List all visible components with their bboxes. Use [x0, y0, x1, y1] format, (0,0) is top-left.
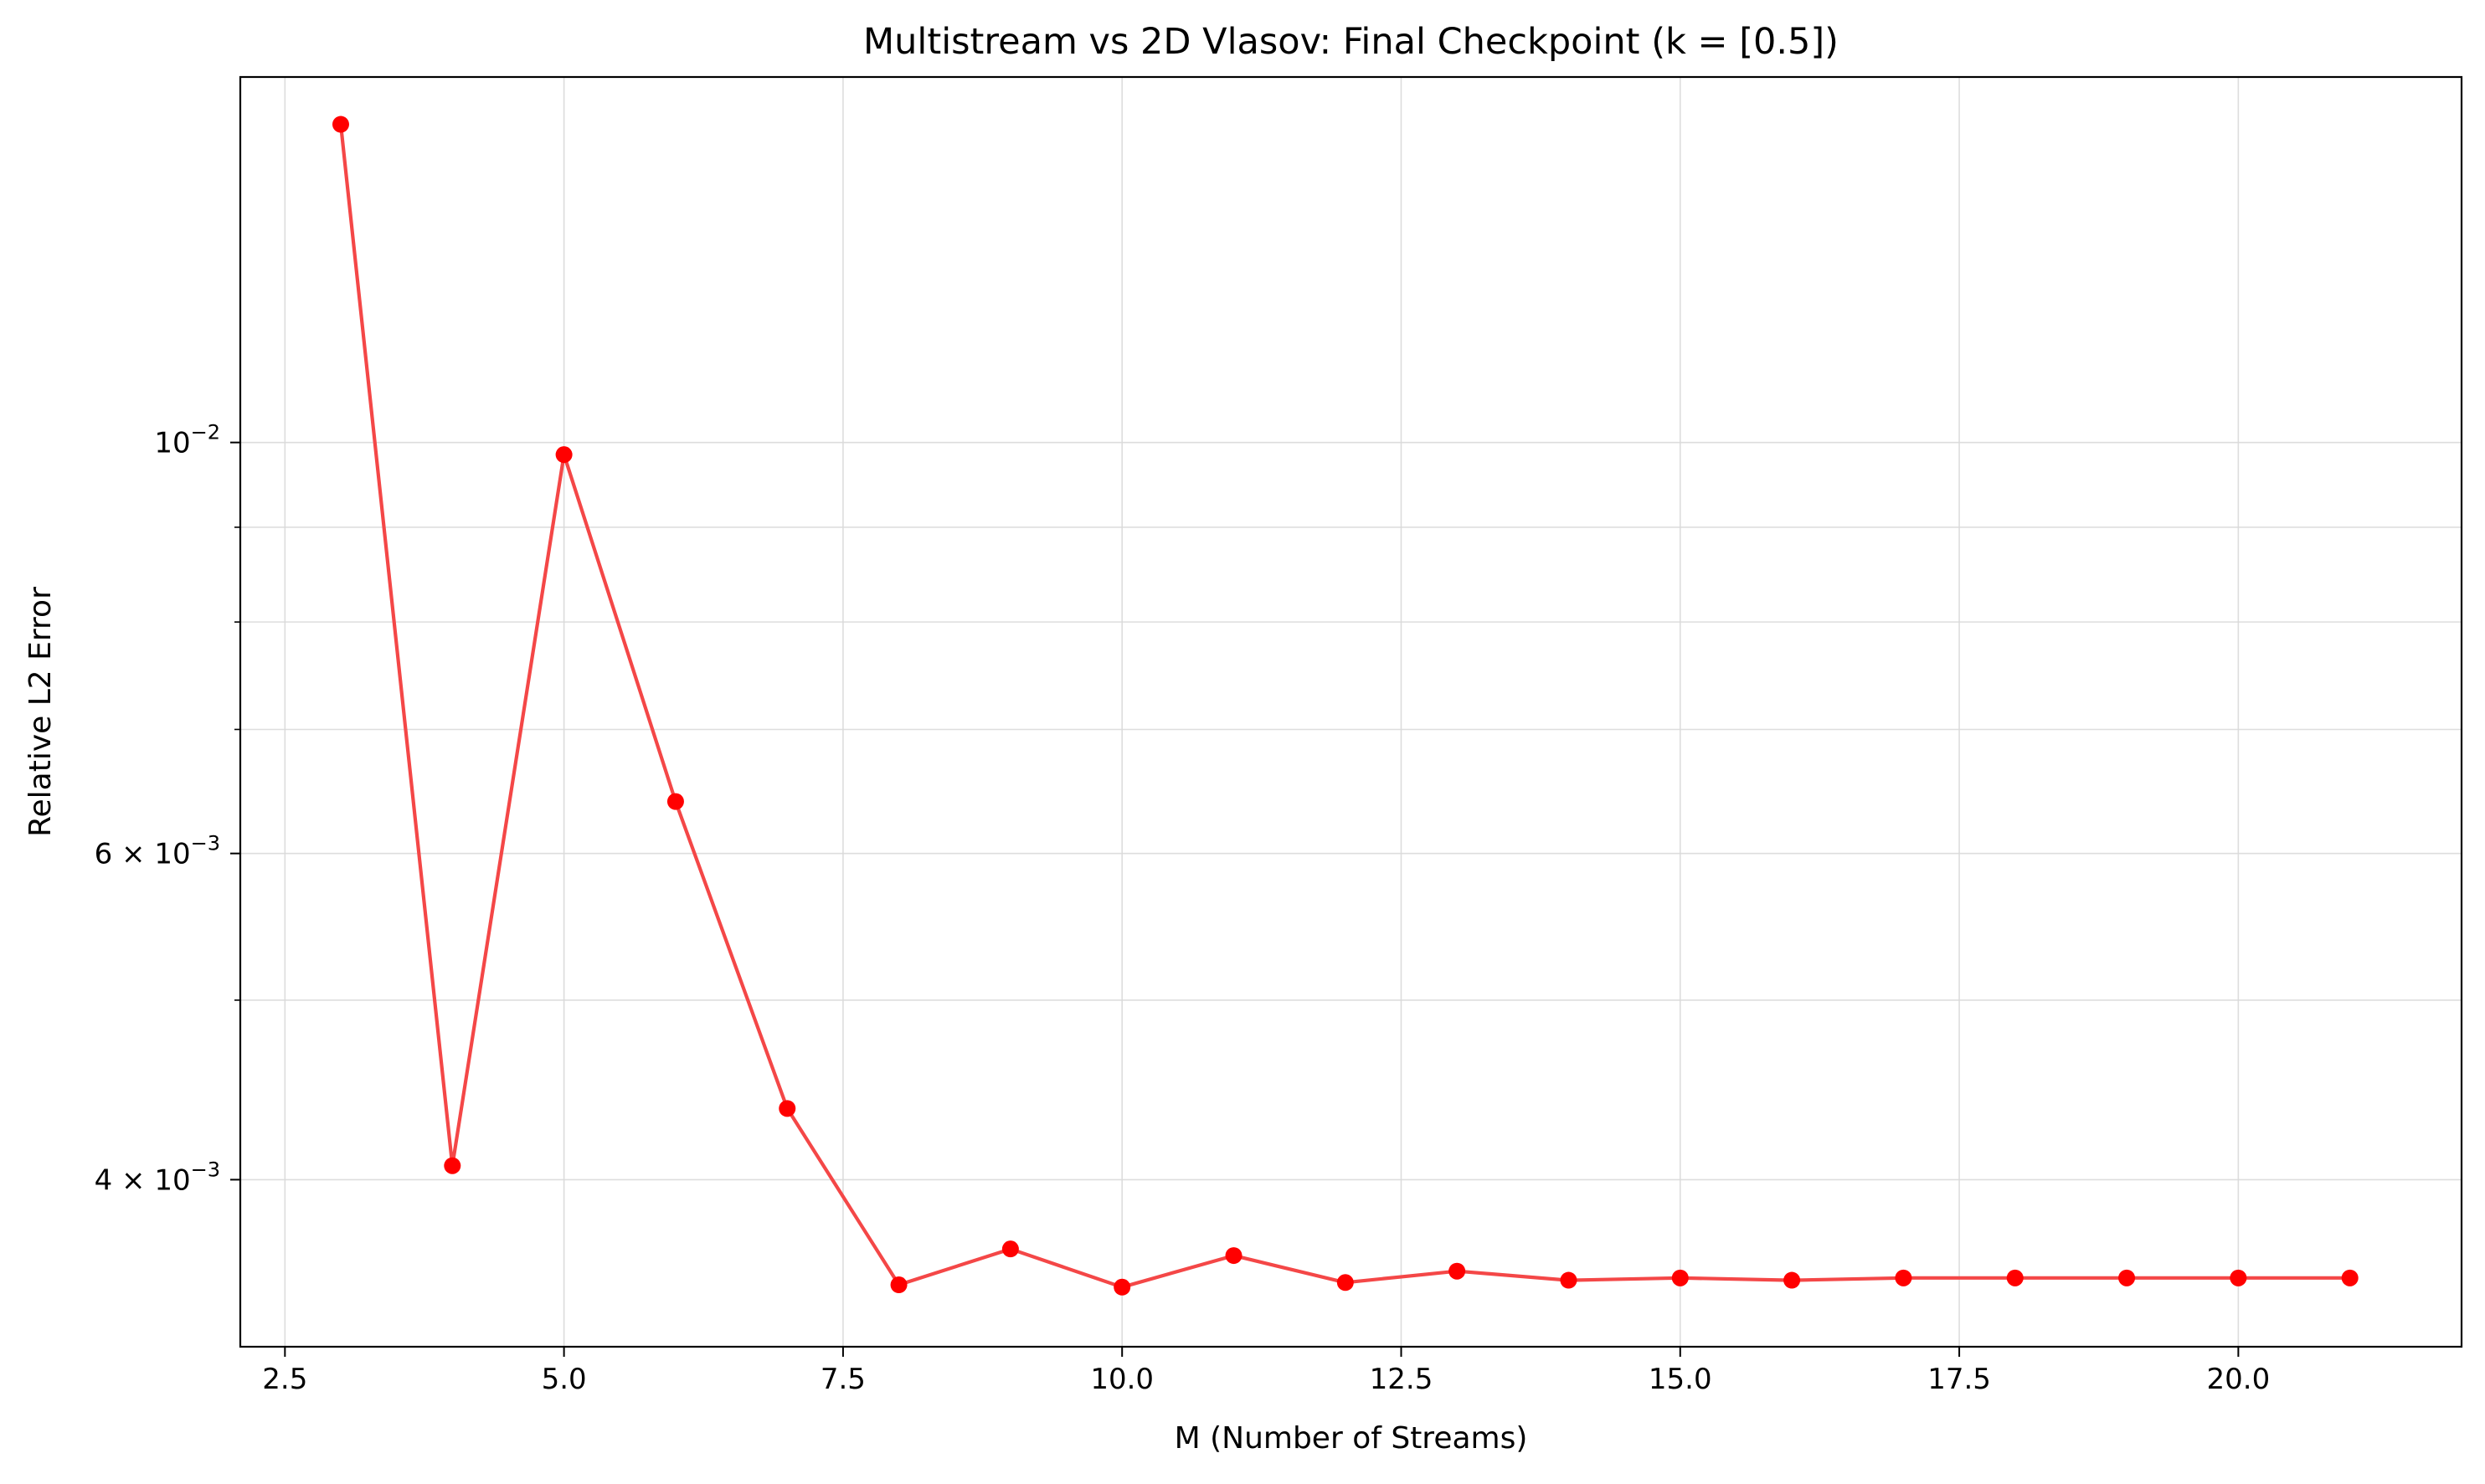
- data-point: [2118, 1269, 2136, 1286]
- x-tick-label: 17.5: [1927, 1363, 1991, 1396]
- x-tick-label: 7.5: [821, 1363, 866, 1396]
- data-point: [2006, 1269, 2024, 1286]
- data-point: [2341, 1269, 2359, 1286]
- x-tick-label: 20.0: [2207, 1363, 2271, 1396]
- y-tick-base: 4 × 10: [95, 1163, 191, 1197]
- y-axis-label: Relative L2 Error: [23, 587, 58, 837]
- data-point: [1560, 1271, 1577, 1289]
- chart-title: Multistream vs 2D Vlasov: Final Checkpoi…: [863, 21, 1839, 63]
- data-point: [666, 793, 684, 810]
- plot-frame: [239, 75, 2463, 1348]
- data-point: [555, 446, 573, 464]
- data-point: [1336, 1274, 1354, 1291]
- data-point: [1671, 1269, 1689, 1286]
- data-point: [444, 1157, 461, 1174]
- x-axis-label: M (Number of Streams): [1175, 1421, 1528, 1456]
- grid-lines: [240, 77, 2462, 1347]
- x-tick-label: 15.0: [1649, 1363, 1712, 1396]
- axis-ticks: 2.5 5.0 7.5 10.0 12.5 15.0 17.5 20.010−26 × 10−…: [95, 421, 2271, 1396]
- data-point: [2230, 1269, 2247, 1286]
- data-point: [1783, 1271, 1801, 1289]
- y-tick-label: 6 × 10−3: [95, 832, 220, 871]
- y-tick-label: 4 × 10−3: [95, 1158, 220, 1197]
- data-point: [1114, 1278, 1131, 1296]
- data-point: [890, 1276, 908, 1294]
- data-point: [1001, 1240, 1019, 1258]
- x-tick-label: 10.0: [1090, 1363, 1154, 1396]
- y-tick-exponent: −2: [191, 421, 220, 444]
- y-tick-exponent: −3: [191, 1158, 220, 1181]
- y-tick-base: 6 × 10: [95, 838, 191, 871]
- x-tick-label: 2.5: [262, 1363, 307, 1396]
- x-tick-label: 5.0: [542, 1363, 587, 1396]
- data-point: [332, 116, 349, 133]
- x-tick-label: 12.5: [1370, 1363, 1433, 1396]
- data-point: [1448, 1262, 1466, 1280]
- series-layer: [332, 116, 2359, 1296]
- data-point: [779, 1100, 796, 1117]
- y-tick-exponent: −3: [191, 832, 220, 855]
- data-point: [1895, 1269, 1912, 1286]
- data-point: [1225, 1247, 1242, 1265]
- y-tick-label: 10−2: [154, 421, 220, 460]
- y-tick-base: 10: [154, 427, 190, 460]
